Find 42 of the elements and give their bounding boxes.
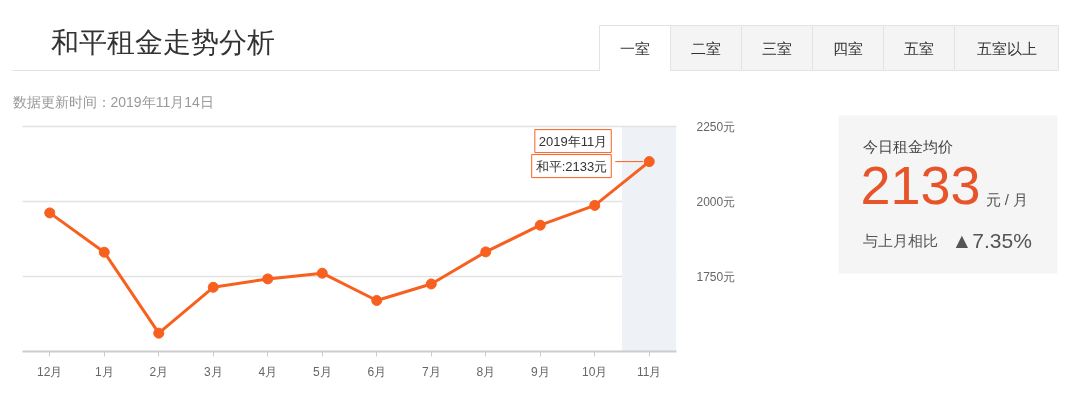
point: [589, 199, 601, 211]
text: 2133: [860, 155, 981, 215]
text: 五室以上: [976, 39, 1037, 57]
point: [207, 281, 219, 293]
point: [425, 278, 437, 290]
x-tick-label: 3月: [203, 364, 223, 379]
text: 五室: [904, 39, 934, 57]
chart-subtitle: 数据更新时间：2019年11月14日: [12, 93, 214, 110]
text: 元 / 月: [985, 191, 1029, 208]
point: [643, 156, 655, 168]
text: 四室: [833, 39, 863, 57]
x-tick-label: 6月: [367, 364, 387, 379]
x-tick-label: 10月: [582, 364, 608, 379]
text: ▲7.35%: [951, 229, 1032, 252]
x-tick-label: 7月: [421, 364, 441, 379]
y-tick-label: 2250元: [696, 119, 736, 134]
text: 三室: [762, 39, 792, 57]
x-tick-label: 2月: [149, 364, 169, 379]
x-tick-label: 9月: [530, 364, 550, 379]
text: 今日租金均价: [862, 138, 953, 155]
point: [534, 219, 546, 231]
point: [262, 273, 274, 285]
x-tick-label: 4月: [258, 364, 278, 379]
x-tick-label: 5月: [312, 364, 332, 379]
text: 二室: [691, 39, 721, 57]
point: [153, 327, 165, 339]
annotation: 2019年11月: [538, 133, 608, 149]
text: 与上月相比: [862, 232, 938, 249]
x-tick-label: 8月: [476, 364, 496, 379]
x-tick-label: 11月: [637, 364, 662, 379]
point: [44, 207, 56, 219]
y-tick-label: 1750元: [696, 269, 736, 284]
point: [98, 246, 110, 258]
text: 一室: [620, 39, 650, 57]
point: [480, 246, 492, 258]
y-tick-label: 2000元: [696, 194, 736, 209]
chart-title: 和平租金走势分析: [50, 27, 275, 58]
annotation: 和平:2133元: [535, 158, 608, 174]
x-tick-label: 12月: [37, 364, 63, 379]
point: [371, 295, 383, 306]
point: [316, 267, 328, 279]
x-tick-label: 1月: [94, 364, 114, 379]
